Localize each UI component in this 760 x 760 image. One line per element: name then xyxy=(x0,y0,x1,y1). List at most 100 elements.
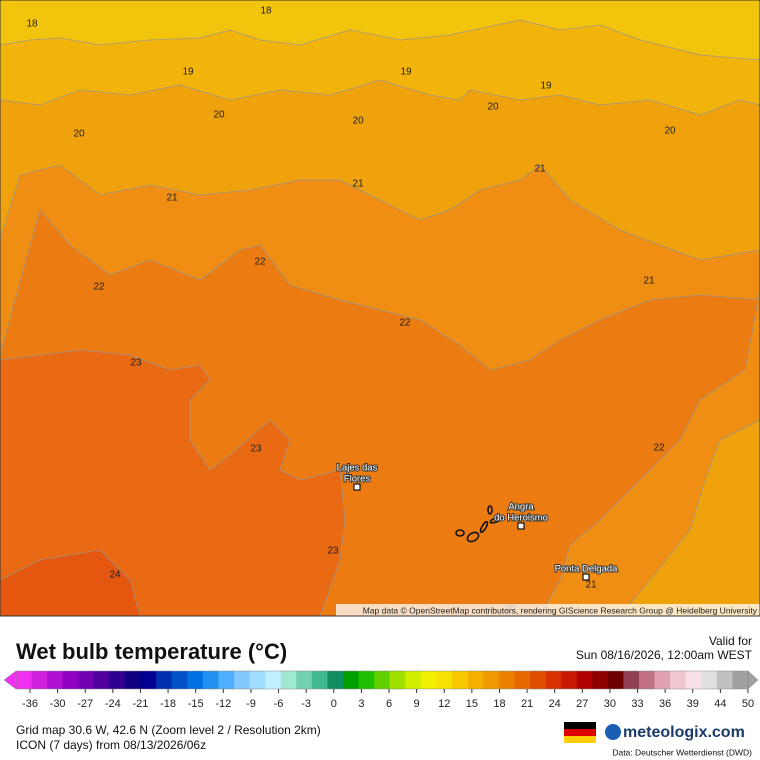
color-swatch xyxy=(156,671,173,689)
colorbar-frame xyxy=(15,670,749,690)
color-swatch xyxy=(623,671,640,689)
contour-label: 20 xyxy=(73,129,85,140)
contour-label: 19 xyxy=(540,81,552,92)
islands xyxy=(455,505,503,543)
color-swatch xyxy=(265,671,282,689)
color-swatch xyxy=(234,671,251,689)
grid-info: Grid map 30.6 W, 42.6 N (Zoom level 2 / … xyxy=(16,723,321,737)
tick-label: 24 xyxy=(549,698,561,710)
tick-label: -9 xyxy=(246,698,256,710)
tick-label: 9 xyxy=(414,698,420,710)
color-swatch xyxy=(529,671,547,689)
color-swatch xyxy=(452,671,469,689)
color-swatch xyxy=(545,671,562,689)
color-swatch xyxy=(514,671,531,689)
color-swatch xyxy=(607,671,624,689)
island xyxy=(489,516,503,524)
brand[interactable]: meteologix.com xyxy=(623,724,745,741)
tick-label: 18 xyxy=(493,698,505,710)
color-swatch xyxy=(109,671,126,689)
contour-label: 22 xyxy=(399,318,411,329)
color-swatch xyxy=(140,671,157,689)
tick-label: 36 xyxy=(659,698,671,710)
valid-label: Valid for xyxy=(709,634,752,648)
color-swatch xyxy=(654,671,671,689)
color-swatch xyxy=(343,671,360,689)
tick-label: 21 xyxy=(521,698,533,710)
island xyxy=(487,505,493,515)
contour-label: 21 xyxy=(166,193,178,204)
color-swatch xyxy=(47,671,64,689)
color-swatch xyxy=(685,671,702,689)
island xyxy=(466,531,480,543)
contour-label: 23 xyxy=(250,444,262,455)
map-frame xyxy=(0,0,760,617)
color-swatch xyxy=(576,671,593,689)
color-swatch xyxy=(436,671,453,689)
color-swatch xyxy=(483,671,500,689)
tick-label: 27 xyxy=(576,698,588,710)
color-swatch xyxy=(716,671,733,689)
contour-label: 20 xyxy=(213,110,225,121)
city-label: Angra xyxy=(508,502,534,513)
colorbar-end-low xyxy=(3,670,17,690)
color-swatch xyxy=(670,671,687,689)
color-swatch xyxy=(638,671,656,689)
color-swatch xyxy=(93,671,110,689)
contour-label: 18 xyxy=(260,6,272,17)
zone-23 xyxy=(0,349,346,617)
tick-label: 3 xyxy=(358,698,364,710)
contour-label: 20 xyxy=(352,116,364,127)
tick-label: 44 xyxy=(714,698,726,710)
colorbar-end-high xyxy=(747,670,759,690)
attribution: Map data © OpenStreetMap contributors, r… xyxy=(363,605,758,615)
color-swatch xyxy=(218,671,235,689)
color-swatch xyxy=(327,671,344,689)
color-swatch xyxy=(374,671,391,689)
tick-label: -30 xyxy=(50,698,66,710)
tick-label: -21 xyxy=(133,698,149,710)
color-swatch xyxy=(420,671,438,689)
color-swatch xyxy=(311,671,328,689)
contour-label: 21 xyxy=(585,580,597,591)
tick-label: 33 xyxy=(631,698,643,710)
contour-label: 20 xyxy=(487,102,499,113)
tick-label: 30 xyxy=(604,698,616,710)
contour-label: 19 xyxy=(400,67,412,78)
tick-label: 39 xyxy=(687,698,699,710)
contour-label: 21 xyxy=(534,164,546,175)
brand-logo xyxy=(605,724,621,740)
color-swatch xyxy=(296,671,313,689)
contour-label: 23 xyxy=(130,358,142,369)
valid-time: Sun 08/16/2026, 12:00am WEST xyxy=(576,648,753,662)
tick-label: 15 xyxy=(466,698,478,710)
city-marker xyxy=(517,522,525,530)
color-swatch xyxy=(125,671,142,689)
tick-label: 0 xyxy=(331,698,337,710)
color-swatch xyxy=(405,671,422,689)
tick-label: 12 xyxy=(438,698,450,710)
contour-label: 21 xyxy=(352,179,364,190)
city-label: Ponta Delgada xyxy=(555,564,619,575)
color-swatch xyxy=(62,671,79,689)
contour-label: 23 xyxy=(327,546,339,557)
contour-label: 22 xyxy=(93,282,105,293)
color-swatch xyxy=(171,671,188,689)
tick-label: -27 xyxy=(77,698,93,710)
tick-label: -36 xyxy=(22,698,38,710)
contour-label: 19 xyxy=(182,67,194,78)
title: Wet bulb temperature (°C) xyxy=(16,639,287,664)
city-marker xyxy=(582,573,590,581)
flag-stripe xyxy=(564,729,596,736)
tick-label: -12 xyxy=(215,698,231,710)
color-swatch xyxy=(249,671,266,689)
color-swatch xyxy=(561,671,578,689)
contour-label: 24 xyxy=(109,570,121,581)
tick-label: -24 xyxy=(105,698,121,710)
color-swatch xyxy=(78,671,95,689)
data-source: Data: Deutscher Wetterdienst (DWD) xyxy=(612,747,752,757)
city-label: Lajes das xyxy=(337,463,378,474)
color-swatch xyxy=(280,671,297,689)
